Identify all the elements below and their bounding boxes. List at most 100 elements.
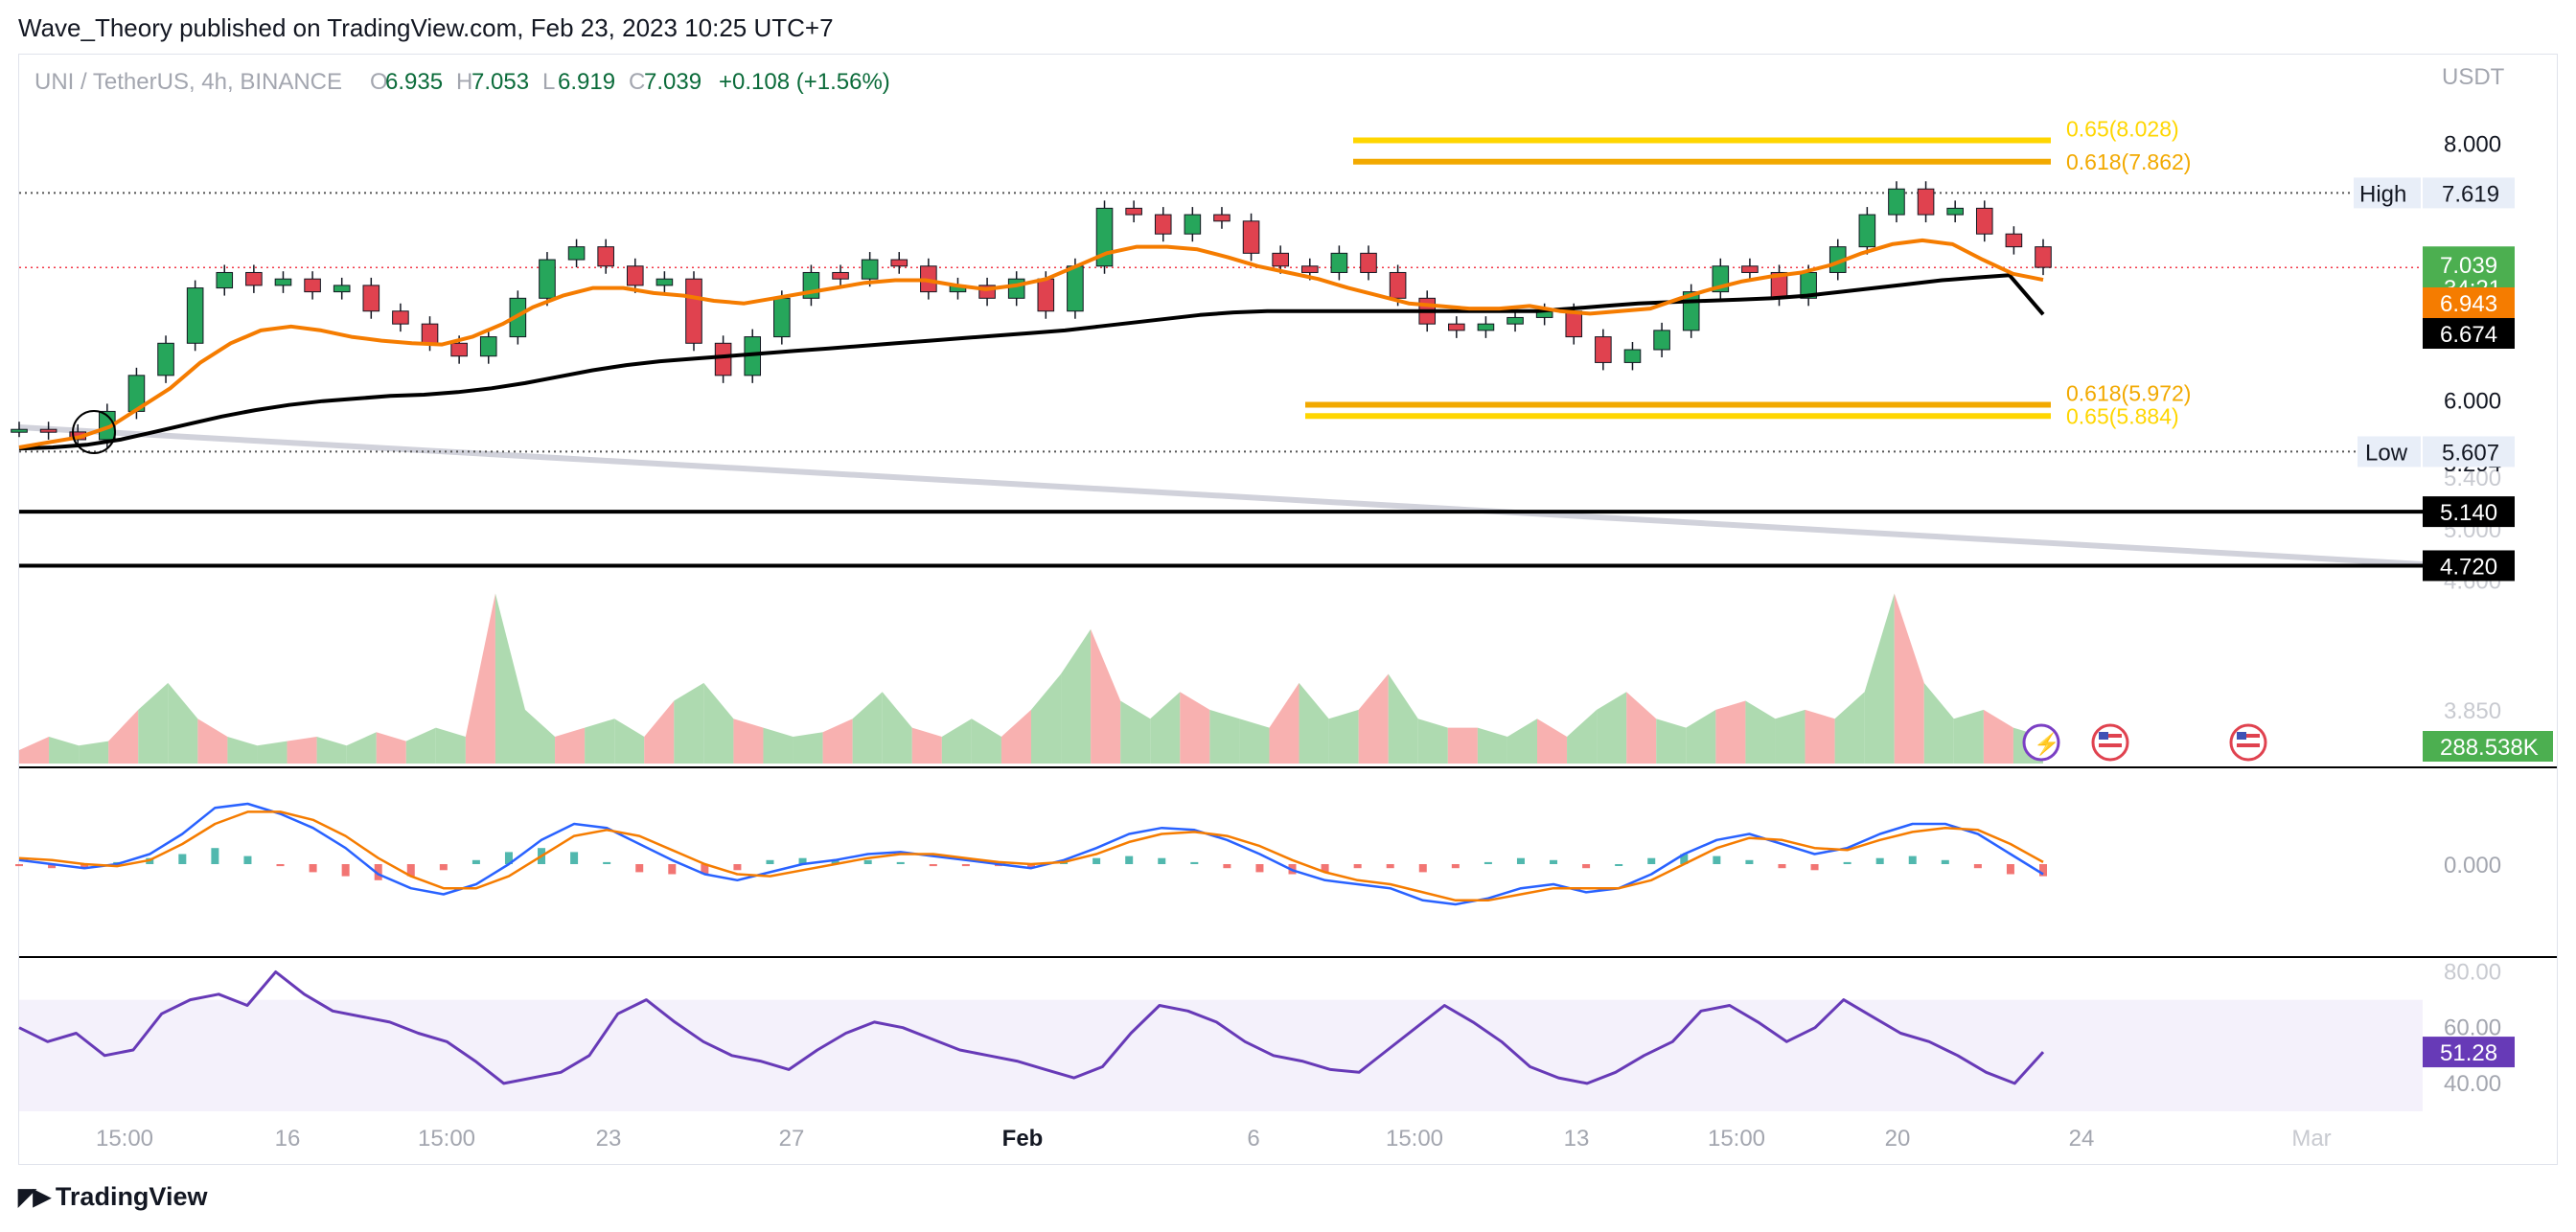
- ema-orange-value: 6.943: [2440, 291, 2497, 317]
- macd-histogram-bar: [798, 857, 807, 864]
- candle-body: [1917, 188, 1935, 216]
- rsi-badge: [2423, 1037, 2515, 1068]
- macd-histogram-bar: [1516, 857, 1525, 864]
- volume-area: [1656, 719, 1687, 764]
- volume-area: [1864, 593, 1895, 764]
- volume-area: [1000, 709, 1031, 764]
- candle-body: [890, 259, 908, 267]
- volume-area: [1894, 593, 1924, 764]
- volume-area: [1209, 709, 1240, 764]
- lightning-glyph-icon: ⚡: [2034, 732, 2059, 757]
- volume-area: [1239, 719, 1270, 764]
- tradingview-logo[interactable]: ◤▶ TradingView: [18, 1182, 207, 1212]
- x-tick-12: Mar: [2291, 1126, 2331, 1152]
- chart-frame: [18, 54, 2558, 1165]
- macd-histogram-bar: [1582, 864, 1591, 869]
- candle-body: [539, 259, 556, 299]
- volume-area: [1923, 682, 1954, 764]
- candle-body: [1975, 207, 1993, 235]
- macd-histogram-bar: [701, 864, 709, 875]
- current-price-value: 7.039: [2440, 253, 2497, 279]
- macd-histogram-bar: [1092, 857, 1101, 864]
- macd-histogram-bar: [635, 864, 644, 873]
- macd-histogram-bar: [472, 859, 480, 864]
- macd-histogram-bar: [309, 864, 317, 873]
- macd-histogram-bar: [374, 864, 382, 880]
- macd-histogram-bar: [1386, 864, 1394, 869]
- publisher-line: Wave_Theory published on TradingView.com…: [18, 13, 834, 42]
- fib-label-1: 0.618(7.862): [2066, 149, 2191, 174]
- macd-histogram-bar: [1615, 864, 1623, 866]
- symbol-label: UNI / TetherUS, 4h, BINANCE: [34, 69, 342, 95]
- macd-histogram-bar: [2006, 864, 2014, 875]
- candle-body: [773, 297, 791, 338]
- macd-histogram-bar: [1158, 857, 1166, 864]
- volume-area: [1388, 673, 1418, 764]
- volume-area: [1358, 673, 1389, 764]
- volume-value: 288.538K: [2440, 735, 2539, 761]
- macd-histogram-bar: [178, 854, 187, 864]
- flag-stripe-icon: [2237, 743, 2260, 747]
- candle-body: [1858, 214, 1876, 248]
- macd-histogram-bar: [1745, 859, 1754, 864]
- macd-signal-line: [18, 810, 2044, 902]
- volume-area: [257, 741, 288, 764]
- volume-area: [1953, 709, 1984, 764]
- candle-body: [392, 310, 409, 325]
- brand-name: TradingView: [55, 1182, 208, 1211]
- candle-body: [1037, 278, 1055, 312]
- candle-body: [216, 271, 234, 289]
- x-tick-4: 27: [779, 1126, 805, 1152]
- macd-histogram-bar: [1810, 864, 1819, 871]
- low-tag-bg: [2358, 436, 2421, 468]
- volume-area: [911, 727, 942, 764]
- macd-histogram-bar: [1451, 864, 1460, 869]
- currency-label: USDT: [2442, 64, 2505, 90]
- flag-canton-icon: [2099, 732, 2108, 740]
- volume-area: [1477, 727, 1507, 764]
- volume-area: [138, 682, 169, 764]
- candle-body: [1154, 214, 1172, 235]
- candle-body: [157, 342, 174, 376]
- x-tick-10: 20: [1885, 1126, 1911, 1152]
- candle-body: [626, 265, 644, 286]
- macd-histogram-bar: [1418, 864, 1427, 873]
- macd-histogram-bar: [276, 864, 285, 867]
- ohlc-value-l: 6.919: [558, 69, 615, 95]
- macd-histogram-bar: [1778, 864, 1786, 869]
- high-value-bg: [2423, 177, 2515, 209]
- high-value: 7.619: [2442, 181, 2499, 207]
- volume-area: [287, 736, 317, 764]
- volume-area: [435, 727, 466, 764]
- fib-label-0: 0.65(8.028): [2066, 117, 2179, 142]
- ema-black-badge: [2423, 318, 2515, 349]
- volume-area: [882, 692, 912, 764]
- candle-body: [656, 278, 674, 286]
- high-tag: High: [2359, 181, 2406, 207]
- price-tick-0: 8.000: [2444, 131, 2501, 157]
- volume-area: [197, 719, 228, 764]
- volume-area: [1447, 727, 1478, 764]
- candle-body: [1946, 207, 1964, 216]
- macd-histogram-bar: [1973, 864, 1982, 869]
- candle-body: [1448, 323, 1465, 331]
- volume-area: [1597, 692, 1627, 764]
- volume-area: [227, 736, 258, 764]
- candle-body: [2035, 246, 2052, 268]
- us-flag-event-icon: [2229, 723, 2267, 762]
- x-tick-11: 24: [2069, 1126, 2095, 1152]
- tradingview-logo-icon: ◤▶: [18, 1184, 51, 1210]
- macd-histogram-bar: [863, 859, 872, 864]
- volume-area: [1537, 719, 1568, 764]
- volume-area: [1983, 709, 2013, 764]
- x-tick-7: 15:00: [1386, 1126, 1443, 1152]
- candle-body: [1360, 252, 1377, 273]
- macd-histogram-bar: [1843, 861, 1852, 864]
- candle-body: [274, 278, 292, 286]
- candle-body: [1330, 252, 1348, 273]
- candle-body: [1595, 336, 1612, 363]
- volume-area: [1150, 692, 1181, 764]
- macd-histogram-bar: [929, 864, 937, 867]
- candle-body: [333, 285, 351, 293]
